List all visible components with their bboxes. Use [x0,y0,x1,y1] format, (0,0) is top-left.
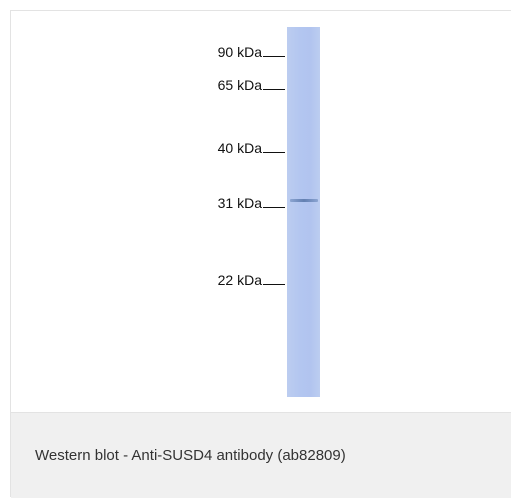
marker-tick [263,56,285,57]
marker-tick [263,152,285,153]
marker-22kda: 22 kDa [161,271,285,289]
marker-tick [263,207,285,208]
blot-lane [287,27,320,397]
marker-40kda: 40 kDa [161,139,285,157]
figure-card: 90 kDa 65 kDa 40 kDa 31 kDa 22 kDa Weste… [10,10,511,498]
marker-65kda: 65 kDa [161,76,285,94]
caption-bar: Western blot - Anti-SUSD4 antibody (ab82… [11,412,511,498]
marker-90kda: 90 kDa [161,43,285,61]
marker-label: 65 kDa [217,77,262,93]
marker-label: 90 kDa [217,44,262,60]
marker-tick [263,284,285,285]
figure-caption: Western blot - Anti-SUSD4 antibody (ab82… [35,447,346,464]
marker-label: 31 kDa [217,195,262,211]
marker-tick [263,89,285,90]
western-blot-image: 90 kDa 65 kDa 40 kDa 31 kDa 22 kDa [11,11,511,412]
marker-label: 40 kDa [217,140,262,156]
marker-label: 22 kDa [217,272,262,288]
protein-band [290,199,318,202]
marker-31kda: 31 kDa [161,194,285,212]
